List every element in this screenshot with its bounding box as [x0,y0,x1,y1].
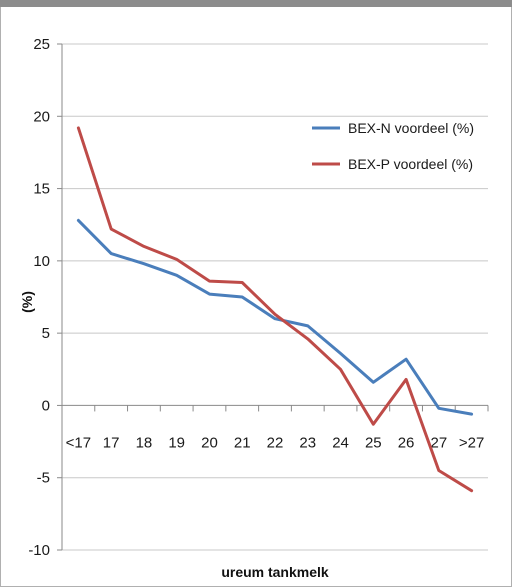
y-tick-label: 0 [42,397,50,414]
legend: BEX-N voordeel (%) BEX-P voordeel (%) [312,120,474,172]
gridlines [62,43,488,551]
y-tick-label: 10 [33,253,50,270]
legend-label: BEX-P voordeel (%) [348,156,473,172]
x-tick-label: 26 [398,434,415,451]
y-tick-label: 20 [33,108,50,125]
legend-label: BEX-N voordeel (%) [348,120,474,136]
x-tick-label: 23 [299,434,316,451]
y-tick-label: 5 [42,325,50,342]
x-tick-label: 27 [431,434,448,451]
x-tick-label: 21 [234,434,251,451]
series-line [76,218,474,416]
series-lines [76,126,474,493]
series-line [76,126,474,493]
x-tick-label: 19 [168,434,185,451]
x-tick-label: 22 [267,434,284,451]
x-tick-label: 18 [136,434,153,451]
top-border [0,0,512,7]
x-tick-label: 20 [201,434,218,451]
x-tick-label: 25 [365,434,382,451]
y-axis-title: (%) [19,291,35,313]
x-tick-label: 24 [332,434,349,451]
y-tick-labels: -10 -5 0 5 10 15 20 25 [28,36,50,559]
x-axis-title: ureum tankmelk [221,564,329,580]
y-tick-label: 15 [33,181,50,198]
x-tick-label: 17 [103,434,120,451]
x-tick-labels: <17 17 18 19 20 21 22 23 24 25 26 27 >27 [66,434,485,451]
x-tick-label: >27 [459,434,484,451]
y-tick-label: -10 [28,542,50,559]
x-tick-label: <17 [66,434,91,451]
y-tick-label: 25 [33,36,50,53]
y-tick-label: -5 [37,470,50,487]
